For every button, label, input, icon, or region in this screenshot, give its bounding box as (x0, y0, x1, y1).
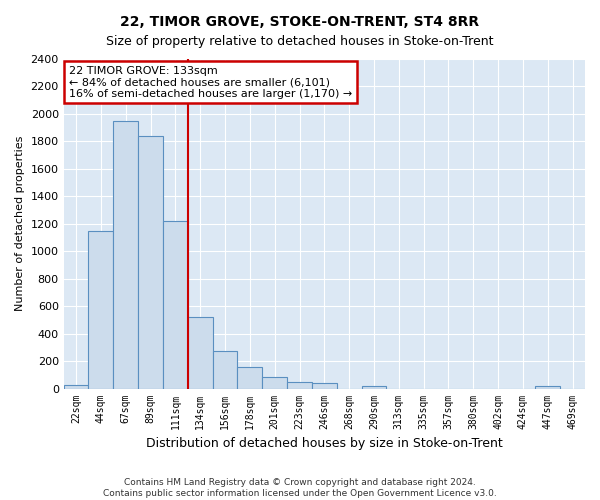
Bar (113, 121, 138, 388)
Bar (64, 385, 88, 388)
Bar (88, 230, 113, 388)
Text: Contains HM Land Registry data © Crown copyright and database right 2024.
Contai: Contains HM Land Registry data © Crown c… (103, 478, 497, 498)
Bar (362, 386, 386, 388)
Bar (312, 383, 337, 388)
Bar (212, 352, 238, 389)
Text: 22, TIMOR GROVE, STOKE-ON-TRENT, ST4 8RR: 22, TIMOR GROVE, STOKE-ON-TRENT, ST4 8RR (121, 15, 479, 29)
Bar (138, 136, 163, 388)
Y-axis label: Number of detached properties: Number of detached properties (15, 136, 25, 312)
X-axis label: Distribution of detached houses by size in Stoke-on-Trent: Distribution of detached houses by size … (146, 437, 503, 450)
Bar (163, 221, 188, 388)
Bar (262, 377, 287, 388)
Bar (535, 386, 560, 388)
Bar (238, 368, 262, 388)
Bar (188, 317, 212, 388)
Text: Size of property relative to detached houses in Stoke-on-Trent: Size of property relative to detached ho… (106, 35, 494, 48)
Text: 22 TIMOR GROVE: 133sqm
← 84% of detached houses are smaller (6,101)
16% of semi-: 22 TIMOR GROVE: 133sqm ← 84% of detached… (69, 66, 352, 99)
Bar (287, 382, 312, 388)
